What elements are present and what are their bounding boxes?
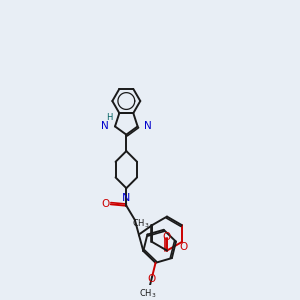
Text: N: N — [122, 193, 130, 203]
Text: O: O — [180, 242, 188, 252]
Text: O: O — [148, 274, 156, 284]
Text: N: N — [144, 122, 152, 131]
Text: CH$_3$: CH$_3$ — [139, 288, 157, 300]
Text: H: H — [106, 113, 113, 122]
Text: N: N — [101, 122, 109, 131]
Text: CH$_3$: CH$_3$ — [133, 217, 150, 230]
Text: O: O — [163, 232, 171, 242]
Text: O: O — [101, 199, 110, 209]
